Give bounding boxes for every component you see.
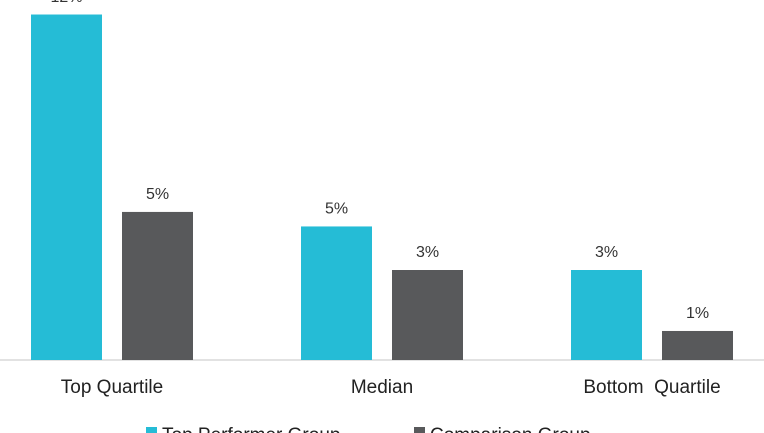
bar [122, 211, 193, 360]
value-label: 3% [416, 244, 439, 261]
bar [301, 226, 372, 360]
legend-swatch [414, 427, 425, 433]
x-tick-label: Bottom Quartile [583, 377, 720, 398]
legend-label: Top Performer Group [162, 425, 340, 433]
value-label: 3% [595, 244, 618, 261]
value-label: 5% [325, 201, 348, 218]
legend-swatch [146, 427, 157, 433]
value-label: 1% [686, 305, 709, 322]
bar [392, 270, 463, 360]
value-label: 5% [146, 186, 169, 203]
bar [571, 270, 642, 360]
x-tick-label: Median [351, 377, 413, 398]
bar [31, 14, 102, 361]
bar [662, 330, 733, 360]
legend-label: Comparison Group [430, 425, 591, 433]
value-label: 12% [50, 0, 82, 6]
x-tick-label: Top Quartile [61, 377, 163, 398]
